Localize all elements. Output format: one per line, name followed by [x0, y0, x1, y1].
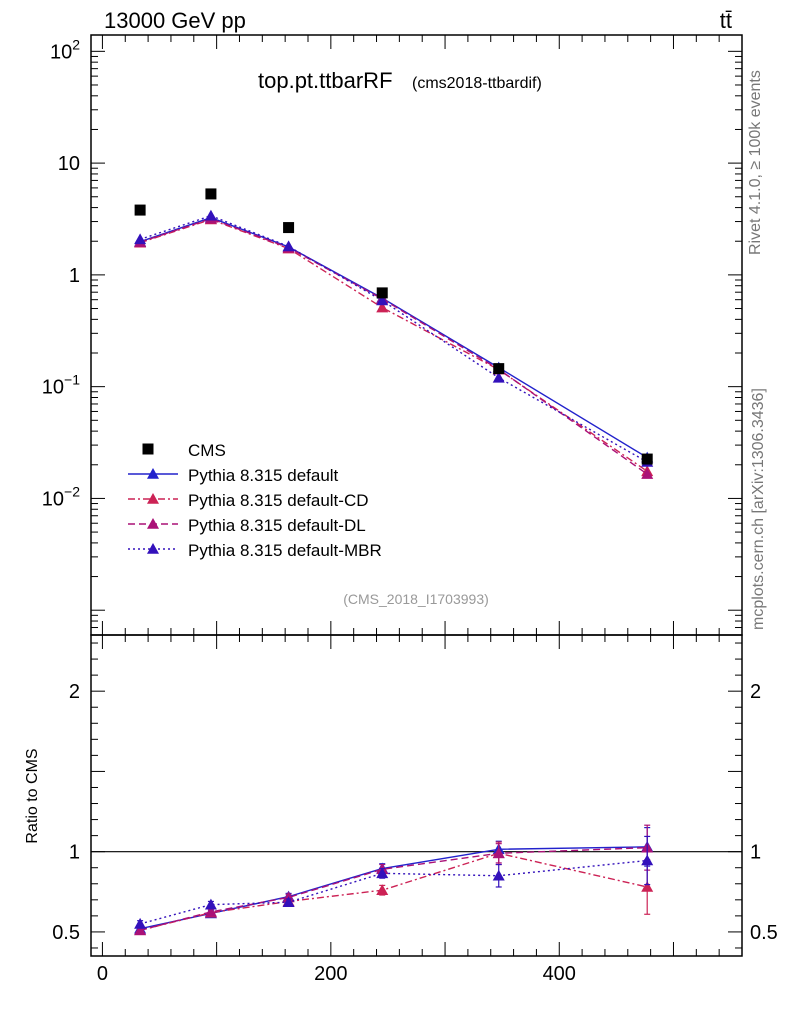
main-y-tick-label: 10	[58, 153, 80, 175]
cms-data-point	[376, 287, 388, 299]
ratio-y-tick-label-right: 2	[750, 681, 761, 703]
rivet-version-label: Rivet 4.1.0, ≥ 100k events	[747, 70, 764, 255]
process-label: tt̄	[720, 8, 732, 33]
ratio-series-marker	[204, 905, 217, 917]
main-panel-series	[134, 188, 654, 479]
main-series-line	[139, 217, 648, 475]
mcplots-label: mcplots.cern.ch [arXiv:1306.3436]	[750, 388, 767, 630]
x-tick-label: 400	[543, 963, 576, 985]
ratio-axis-label: Ratio to CMS	[24, 748, 41, 843]
main-y-tick-mantissa: 10	[58, 153, 80, 175]
plot-frames	[90, 34, 743, 957]
main-y-tick-mantissa: 10	[42, 377, 64, 399]
main-y-tick-mantissa: 10	[50, 41, 72, 63]
energy-label: 13000 GeV pp	[104, 8, 246, 33]
cms-data-point	[493, 363, 505, 375]
cms-data-point	[283, 222, 295, 234]
main-series-line	[139, 218, 648, 472]
legend-label: Pythia 8.315 default-CD	[188, 491, 369, 510]
main-series-marker	[641, 468, 654, 479]
legend-marker-cms	[142, 443, 154, 455]
main-y-tick-exponent: 2	[72, 36, 80, 52]
main-series-line	[139, 216, 648, 459]
main-y-tick-label: 1	[69, 265, 80, 287]
legend-marker	[147, 493, 159, 504]
legend-label: Pythia 8.315 default-DL	[188, 516, 366, 535]
main-y-tick-label: 10−1	[42, 372, 80, 399]
ratio-y-tick-label: 1	[69, 842, 80, 864]
main-y-tick-label: 10−2	[42, 483, 80, 510]
cms-data-point	[641, 453, 653, 465]
legend-label-cms: CMS	[188, 441, 226, 460]
main-series-marker	[376, 301, 389, 313]
x-tick-label: 0	[97, 963, 108, 985]
x-tick-label: 200	[314, 963, 347, 985]
chart-title: top.pt.ttbarRF	[258, 68, 393, 93]
main-y-tick-exponent: −1	[64, 372, 80, 388]
axis-ticks	[91, 35, 742, 956]
ratio-series-marker	[134, 924, 147, 936]
ratio-series-marker	[641, 880, 654, 892]
legend-marker	[147, 518, 159, 529]
ratio-y-tick-label: 0.5	[52, 922, 80, 944]
legend-label: Pythia 8.315 default	[188, 466, 339, 485]
cms-data-point	[134, 204, 146, 216]
main-series-line	[139, 215, 648, 463]
ratio-series-marker	[492, 847, 505, 859]
main-series-marker	[282, 240, 295, 252]
chart-subtitle: (cms2018-ttbardif)	[412, 75, 542, 92]
ratio-series-line	[139, 852, 648, 931]
ratio-series-marker	[376, 884, 389, 895]
main-y-tick-label: 102	[50, 36, 80, 63]
ratio-series-marker	[134, 917, 147, 929]
ratio-series-marker	[376, 867, 389, 879]
ratio-series-marker	[282, 896, 295, 908]
main-y-tick-mantissa: 1	[69, 265, 80, 287]
ratio-y-tick-label-right: 0.5	[750, 922, 778, 944]
analysis-tag: (CMS_2018_I1703993)	[343, 591, 489, 607]
ratio-series-line	[139, 846, 648, 931]
ratio-y-tick-label: 2	[69, 681, 80, 703]
legend: CMS Pythia 8.315 default Pythia 8.315 defa…	[128, 441, 382, 560]
ratio-y-tick-label-right: 1	[750, 842, 761, 864]
main-series-marker	[204, 209, 217, 221]
legend-marker	[147, 468, 159, 479]
main-y-tick-exponent: −2	[64, 483, 80, 499]
legend-marker	[147, 543, 159, 554]
ratio-series-line	[139, 859, 648, 925]
ratio-series-marker	[492, 869, 505, 881]
main-series-marker	[492, 371, 505, 383]
ratio-series-marker	[204, 898, 217, 910]
main-y-tick-mantissa: 10	[42, 488, 64, 510]
main-series-marker	[376, 294, 389, 306]
main-series-marker	[134, 233, 147, 245]
legend-label: Pythia 8.315 default-MBR	[188, 541, 382, 560]
ratio-series-marker	[641, 854, 654, 866]
cms-data-point	[205, 188, 217, 200]
ratio-panel-frame	[90, 634, 743, 957]
ratio-panel-series	[134, 824, 654, 936]
